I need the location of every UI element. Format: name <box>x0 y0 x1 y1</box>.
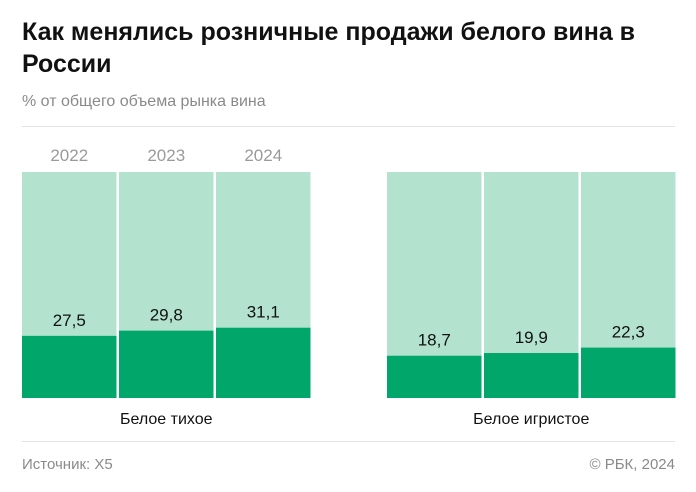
bar-share <box>581 347 676 398</box>
bar-share <box>387 355 482 398</box>
data-label: 29,8 <box>150 306 183 325</box>
year-label: 2024 <box>244 146 282 165</box>
source-label: Источник: X5 <box>22 456 113 473</box>
year-label: 2023 <box>147 146 185 165</box>
bar-share <box>484 353 579 398</box>
divider <box>22 126 675 127</box>
year-label: 2022 <box>50 146 88 165</box>
data-label: 19,9 <box>515 328 548 347</box>
data-label: 27,5 <box>53 311 86 330</box>
data-label: 22,3 <box>612 323 645 342</box>
group-label: Белое тихое <box>120 411 213 428</box>
bar-share <box>216 327 311 398</box>
data-label: 31,1 <box>247 303 280 322</box>
bar-share <box>22 335 117 398</box>
group-label: Белое игристое <box>473 411 589 428</box>
chart-title: Как менялись розничные продажи белого ви… <box>22 18 636 78</box>
divider <box>22 441 675 442</box>
chart-subtitle: % от общего объема рынка вина <box>22 93 266 110</box>
bar-share <box>119 330 214 398</box>
data-label: 18,7 <box>418 331 451 350</box>
copyright-label: © РБК, 2024 <box>589 456 675 473</box>
